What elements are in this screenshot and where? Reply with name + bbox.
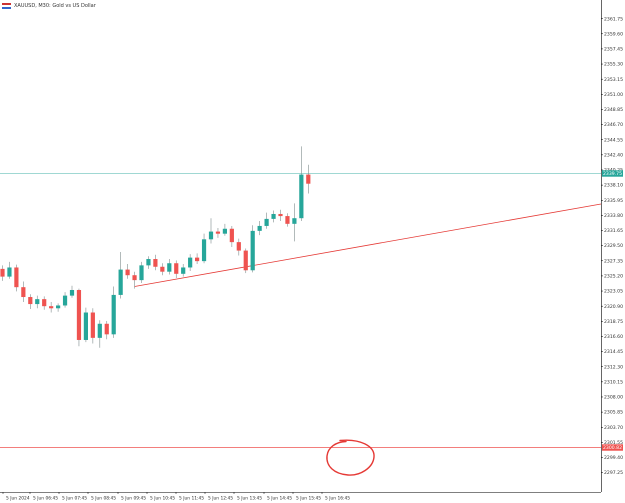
bear-candle bbox=[42, 299, 47, 307]
price-tick-label: 2325.20 bbox=[604, 274, 623, 280]
price-tick-label: 2331.65 bbox=[604, 228, 623, 234]
price-tick-label: 2333.80 bbox=[604, 213, 623, 219]
bull-candle bbox=[167, 263, 172, 272]
bear-candle bbox=[49, 306, 54, 309]
price-tick-label: 2346.70 bbox=[604, 122, 623, 128]
bear-candle bbox=[174, 263, 179, 274]
price-tick-label: 2316.60 bbox=[604, 334, 623, 340]
price-tick-label: 2351.00 bbox=[604, 92, 623, 98]
bear-candle bbox=[0, 268, 5, 277]
bear-candle bbox=[236, 242, 241, 251]
bull-candle bbox=[250, 230, 255, 271]
price-tick-label: 2299.40 bbox=[604, 455, 623, 461]
bear-candle bbox=[306, 174, 311, 184]
us-flag-icon bbox=[2, 2, 11, 9]
price-tick-label: 2318.75 bbox=[604, 319, 623, 325]
time-tick-label: 5 Jun 06:45 bbox=[33, 496, 58, 502]
price-tick-label: 2314.45 bbox=[604, 349, 623, 355]
target-level-label-bg bbox=[602, 444, 623, 451]
price-tick-label: 2355.30 bbox=[604, 62, 623, 68]
price-tick-label: 2320.90 bbox=[604, 304, 623, 310]
bear-candle bbox=[21, 287, 26, 298]
price-tick-label: 2301.55 bbox=[604, 440, 623, 446]
time-tick-label: 5 Jun 11:45 bbox=[179, 496, 204, 502]
price-tick-label: 2357.45 bbox=[604, 47, 623, 53]
bear-candle bbox=[215, 231, 221, 234]
price-tick-label: 2361.75 bbox=[604, 16, 623, 22]
bear-candle bbox=[278, 213, 283, 217]
bear-candle bbox=[14, 267, 19, 288]
bull-candle bbox=[257, 225, 262, 231]
price-tick-label: 2344.55 bbox=[604, 137, 623, 143]
price-tick-label: 2335.95 bbox=[604, 198, 623, 204]
bear-candle bbox=[229, 228, 234, 243]
bull-candle bbox=[146, 259, 151, 266]
price-tick-label: 2329.50 bbox=[604, 243, 623, 249]
bull-candle bbox=[181, 267, 186, 274]
bull-candle bbox=[83, 312, 88, 340]
bull-candle bbox=[299, 174, 304, 219]
time-tick-label: 5 Jun 10:45 bbox=[150, 496, 175, 502]
time-tick-label: 5 Jun 09:45 bbox=[121, 496, 146, 502]
symbol-title: XAUUSD, M30: Gold vs US Dollar bbox=[14, 2, 96, 9]
time-tick-label: 5 Jun 16:45 bbox=[325, 496, 350, 502]
bear-candle bbox=[243, 250, 248, 271]
price-tick-label: 2297.25 bbox=[604, 470, 623, 476]
time-tick-label: 5 Jun 08:45 bbox=[91, 496, 116, 502]
current-price-label: 2339.75 bbox=[603, 171, 622, 177]
bear-candle bbox=[104, 323, 109, 335]
bear-candle bbox=[125, 269, 130, 276]
bear-candle bbox=[90, 312, 95, 338]
price-tick-label: 2359.60 bbox=[604, 31, 623, 37]
time-tick-label: 5 Jun 14:45 bbox=[267, 496, 292, 502]
bull-candle bbox=[201, 239, 207, 262]
price-tick-label: 2308.00 bbox=[604, 395, 623, 401]
price-tick-label: 2310.15 bbox=[604, 379, 623, 385]
bear-candle bbox=[285, 216, 290, 224]
bull-candle bbox=[35, 299, 40, 305]
current-price-label-bg bbox=[602, 170, 623, 177]
price-tick-label: 2353.15 bbox=[604, 77, 623, 83]
target-level-label: 2300.82 bbox=[603, 445, 622, 451]
time-tick-label: 5 Jun 12:45 bbox=[208, 496, 233, 502]
time-tick-label: 5 Jun 13:45 bbox=[237, 496, 262, 502]
bull-candle bbox=[69, 289, 75, 296]
bull-candle bbox=[111, 294, 116, 335]
bull-candle bbox=[271, 213, 276, 219]
bull-candle bbox=[264, 218, 269, 226]
bull-candle bbox=[208, 231, 214, 240]
price-tick-label: 2312.30 bbox=[604, 364, 623, 370]
bull-candle bbox=[188, 257, 193, 268]
bear-candle bbox=[28, 297, 33, 305]
bull-candle bbox=[7, 267, 12, 277]
price-tick-label: 2327.35 bbox=[604, 258, 623, 264]
price-tick-label: 2305.85 bbox=[604, 410, 623, 416]
bear-candle bbox=[195, 257, 200, 262]
bull-candle bbox=[139, 265, 144, 281]
bear-candle bbox=[153, 259, 158, 267]
chart-title-bar: XAUUSD, M30: Gold vs US Dollar bbox=[2, 1, 96, 10]
bull-candle bbox=[97, 323, 102, 338]
time-tick-label: 5 Jun 15:45 bbox=[296, 496, 321, 502]
price-tick-label: 2323.05 bbox=[604, 289, 623, 295]
bear-candle bbox=[132, 275, 137, 281]
bull-candle bbox=[56, 305, 61, 309]
price-tick-label: 2348.85 bbox=[604, 107, 623, 113]
bull-candle bbox=[118, 269, 123, 295]
time-tick-label: 5 Jun 2024 bbox=[6, 496, 30, 502]
support-trendline[interactable] bbox=[134, 203, 602, 287]
annotation-circle[interactable] bbox=[326, 439, 375, 476]
time-tick-label: 5 Jun 07:45 bbox=[62, 496, 87, 502]
price-tick-label: 2303.70 bbox=[604, 425, 623, 431]
bull-candle bbox=[62, 295, 68, 306]
bear-candle bbox=[160, 266, 165, 272]
price-tick-label: 2342.40 bbox=[604, 152, 623, 158]
price-tick-label: 2338.10 bbox=[604, 183, 623, 189]
bull-candle bbox=[292, 218, 297, 224]
bull-candle bbox=[222, 228, 227, 234]
bear-candle bbox=[76, 289, 82, 340]
